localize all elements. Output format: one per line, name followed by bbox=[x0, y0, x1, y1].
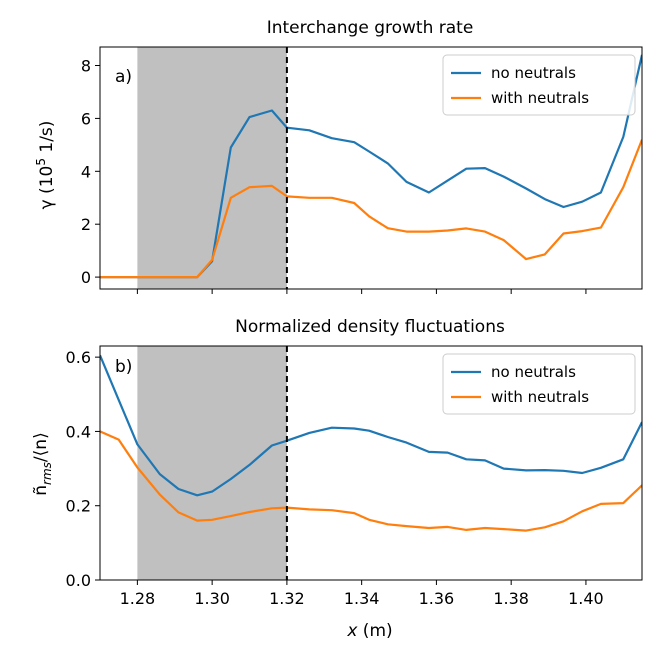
panel-a: Interchange growth rate 0 2 4 6 8 no neutrals… bbox=[34, 18, 643, 294]
panel-b-y-tick-label: 0.4 bbox=[66, 422, 91, 441]
panel-a-y-tick-label: 4 bbox=[81, 162, 91, 181]
panel-b-x-tick-label: 1.34 bbox=[344, 589, 380, 608]
panel-a-legend bbox=[442, 54, 636, 116]
legend-label-with-neutrals: with neutrals bbox=[491, 89, 589, 107]
panel-b-plot-area: 0.0 0.2 0.4 0.6 1.28 1.30 1.32 1.34 1.36 1.38 1.40… bbox=[66, 345, 643, 608]
panel-b-x-tick-label: 1.30 bbox=[194, 589, 230, 608]
panel-b-y-tick-label: 0.6 bbox=[66, 348, 91, 367]
panel-b-x-axis-label: x (m) bbox=[346, 621, 392, 641]
panel-b-x-tick-label: 1.38 bbox=[493, 589, 529, 608]
panel-a-y-axis-label: γ (105 1/s) bbox=[34, 121, 57, 210]
panel-b-legend bbox=[442, 353, 636, 415]
panel-a-series-with-neutrals-line bbox=[100, 139, 642, 279]
panel-b-series-no-neutrals-line bbox=[100, 354, 642, 497]
legend-label-no-neutrals: no neutrals bbox=[491, 363, 576, 381]
panel-a-y-tick-label: 6 bbox=[81, 109, 91, 128]
legend-label-with-neutrals: with neutrals bbox=[491, 388, 589, 406]
panel-b-y-tick-label: 0.0 bbox=[66, 571, 91, 590]
panel-b-x-tick-label: 1.36 bbox=[419, 589, 455, 608]
panel-b-x-tick-label: 1.40 bbox=[568, 589, 604, 608]
panel-b-y-tick-label: 0.2 bbox=[66, 497, 91, 516]
panel-b: Normalized density fluctuations 0.00.20.… bbox=[31, 317, 643, 641]
panel-b-x-tick-label: 1.32 bbox=[269, 589, 305, 608]
panel-a-y-tick-label: 8 bbox=[81, 57, 91, 76]
panel-a-shaded-region bbox=[137, 47, 287, 289]
panel-a-title: Interchange growth rate bbox=[267, 18, 474, 38]
panel-b-y-axis-label: ñrms/⟨n⟩ bbox=[31, 432, 54, 495]
legend-label-no-neutrals: no neutrals bbox=[491, 64, 576, 82]
panel-a-plot-area: 0 2 4 6 8 no neutrals with neutrals bbox=[81, 46, 643, 294]
panel-b-axes-frame bbox=[99, 345, 643, 581]
panel-b-x-tick-label: 1.28 bbox=[120, 589, 156, 608]
panel-b-shaded-region bbox=[137, 346, 287, 580]
panel-a-y-tick-label: 0 bbox=[81, 268, 91, 287]
panel-b-letter: b) bbox=[115, 357, 132, 377]
panel-b-title: Normalized density fluctuations bbox=[235, 317, 505, 337]
panel-a-letter: a) bbox=[115, 67, 132, 87]
panel-b-series-with-neutrals-line bbox=[100, 430, 642, 532]
panel-a-axes-frame bbox=[99, 46, 643, 290]
panel-a-y-tick-label: 2 bbox=[81, 215, 91, 234]
